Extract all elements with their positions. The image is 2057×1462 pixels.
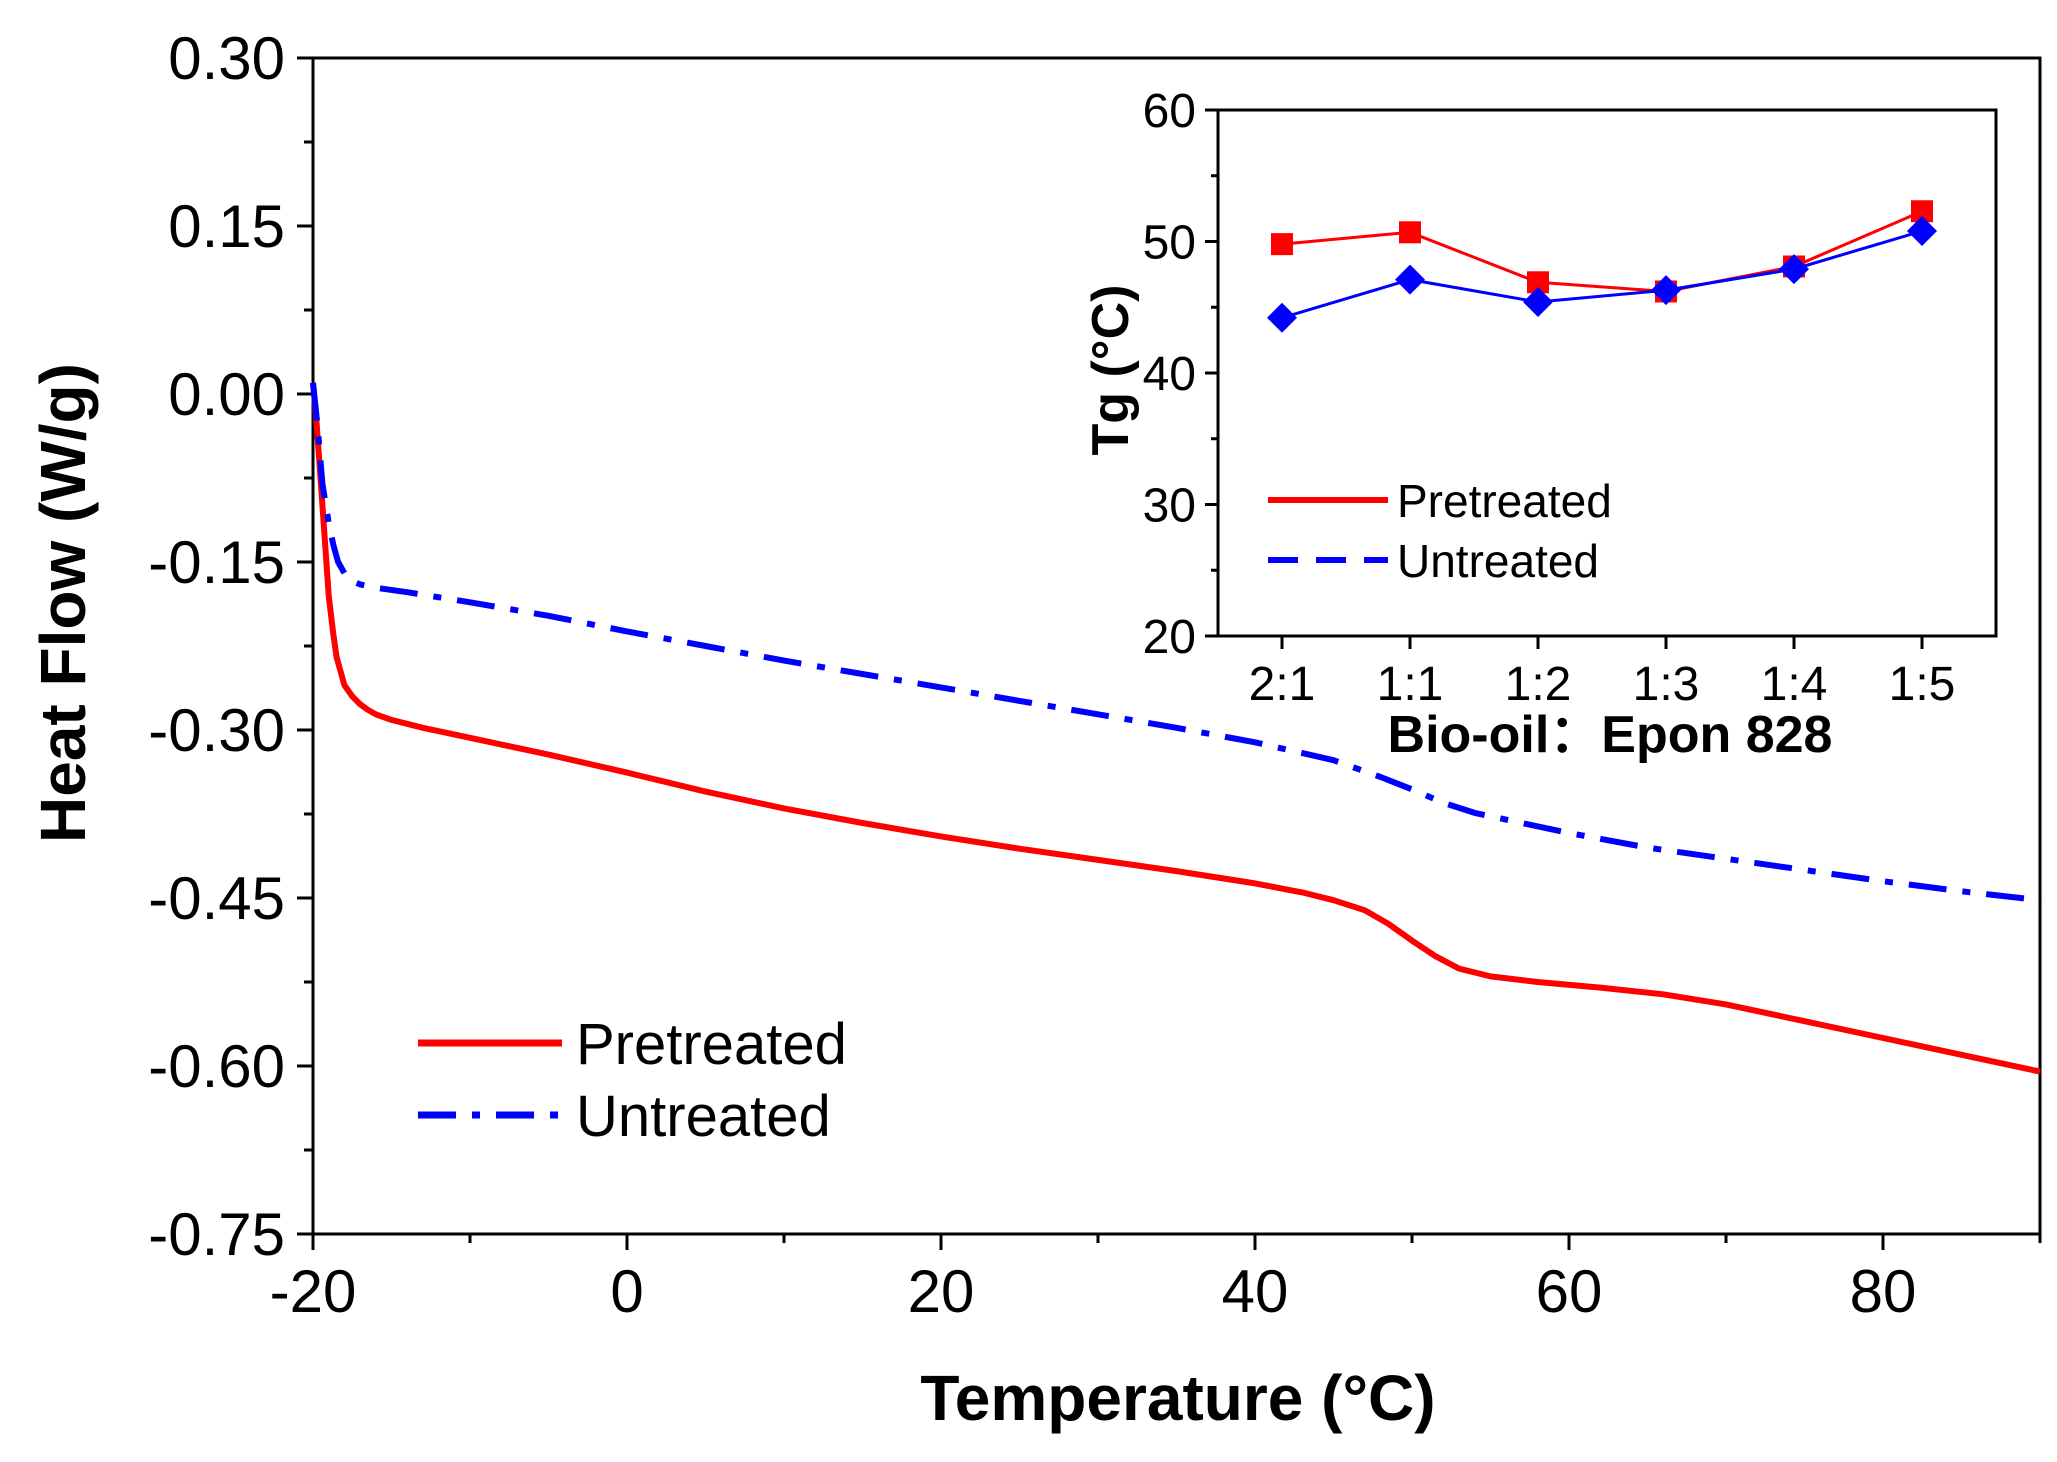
main-y-tick-label: -0.30 [148, 697, 285, 764]
main-x-tick-label: 20 [908, 1258, 975, 1325]
inset-marker-untreated [1651, 275, 1681, 306]
main-y-tick-label: 0.00 [168, 361, 285, 428]
main-x-tick-label: 0 [610, 1258, 643, 1325]
main-y-axis-label: Heat Flow (W/g) [27, 363, 99, 843]
inset-marker-pretreated [1527, 271, 1549, 294]
inset-legend-label-untreated: Untreated [1397, 535, 1599, 587]
main-series-untreated [310, 382, 2041, 904]
inset-marker-untreated [1395, 264, 1425, 295]
inset-plot-area: 20 30 40 50 60 2:1 1:1 1:2 1:3 1:4 1:5 Pretreated Un… [1143, 85, 1998, 711]
main-y-tick-label: -0.75 [148, 1201, 285, 1268]
main-x-tick-label: 80 [1850, 1258, 1917, 1325]
main-y-tick-label: 0.15 [168, 193, 285, 260]
main-legend-label-untreated: Untreated [576, 1084, 831, 1149]
inset-x-tick-label: 1:2 [1505, 658, 1572, 711]
main-x-axis-label: Temperature (°C) [920, 1362, 1435, 1434]
inset-x-tick-label: 1:5 [1889, 658, 1956, 711]
inset-y-tick-label: 50 [1143, 217, 1196, 270]
inset-chart: 20 30 40 50 60 2:1 1:1 1:2 1:3 1:4 1:5 Pretreated Un… [1082, 85, 1998, 764]
main-plot-area: 0.30 0.15 0.00 -0.15 -0.30 -0.45 -0.60 -0.75-20… [148, 25, 2042, 1325]
main-x-tick-label: 40 [1222, 1258, 1289, 1325]
main-y-tick-label: -0.45 [148, 865, 285, 932]
inset-x-tick-label: 2:1 [1249, 658, 1316, 711]
inset-y-tick-label: 40 [1143, 348, 1196, 401]
main-x-tick-label: 60 [1536, 1258, 1603, 1325]
inset-x-tick-label: 1:3 [1633, 658, 1700, 711]
main-series-pretreated [310, 382, 2041, 1075]
inset-marker-untreated [1523, 286, 1553, 317]
inset-y-tick-label: 20 [1143, 611, 1196, 664]
inset-series-pretreated [1281, 209, 1923, 294]
inset-y-axis-label: Tg (°C) [1082, 285, 1140, 456]
inset-plot-frame [1216, 108, 1998, 638]
inset-marker-pretreated [1399, 221, 1421, 244]
inset-marker-untreated [1907, 215, 1937, 246]
inset-x-axis-label: Bio-oil：Epon 828 [1388, 706, 1833, 764]
main-y-tick-label: -0.15 [148, 529, 285, 596]
inset-marker-pretreated [1271, 233, 1293, 256]
main-chart: 0.30 0.15 0.00 -0.15 -0.30 -0.45 -0.60 -0.75-20… [27, 25, 2042, 1434]
inset-marker-pretreated [1911, 200, 1933, 223]
inset-y-tick-label: 30 [1143, 480, 1196, 533]
main-y-tick-label: -0.60 [148, 1033, 285, 1100]
inset-legend-label-pretreated: Pretreated [1397, 475, 1612, 527]
inset-series-untreated [1281, 229, 1923, 320]
inset-y-tick-label: 60 [1143, 85, 1196, 138]
main-y-tick-label: 0.30 [168, 25, 285, 92]
main-x-tick-label: -20 [270, 1258, 357, 1325]
inset-x-tick-label: 1:4 [1761, 658, 1828, 711]
main-legend-label-pretreated: Pretreated [576, 1012, 847, 1077]
inset-x-tick-label: 1:1 [1377, 658, 1444, 711]
inset-marker-untreated [1779, 254, 1809, 285]
inset-marker-untreated [1267, 302, 1297, 333]
